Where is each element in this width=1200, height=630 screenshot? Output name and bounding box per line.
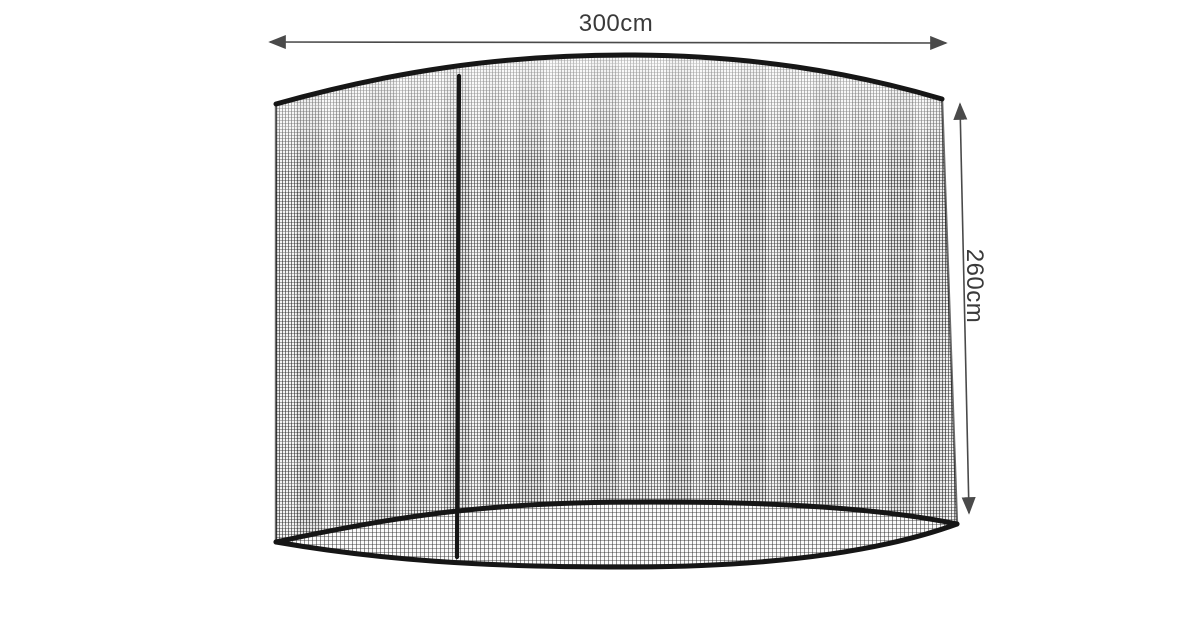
net-top-rope xyxy=(273,52,945,107)
net-bottom-rim-far-edge xyxy=(273,499,960,545)
width-dimension-line xyxy=(268,34,948,51)
width-dimension-label: 300cm xyxy=(578,10,654,37)
net-wall-mesh xyxy=(276,55,957,567)
height-dimension-label: 260cm xyxy=(961,248,988,324)
height-dimension-line xyxy=(953,102,976,515)
zipper-line xyxy=(454,73,462,560)
net-bottom-rim-near-edge xyxy=(273,521,960,570)
